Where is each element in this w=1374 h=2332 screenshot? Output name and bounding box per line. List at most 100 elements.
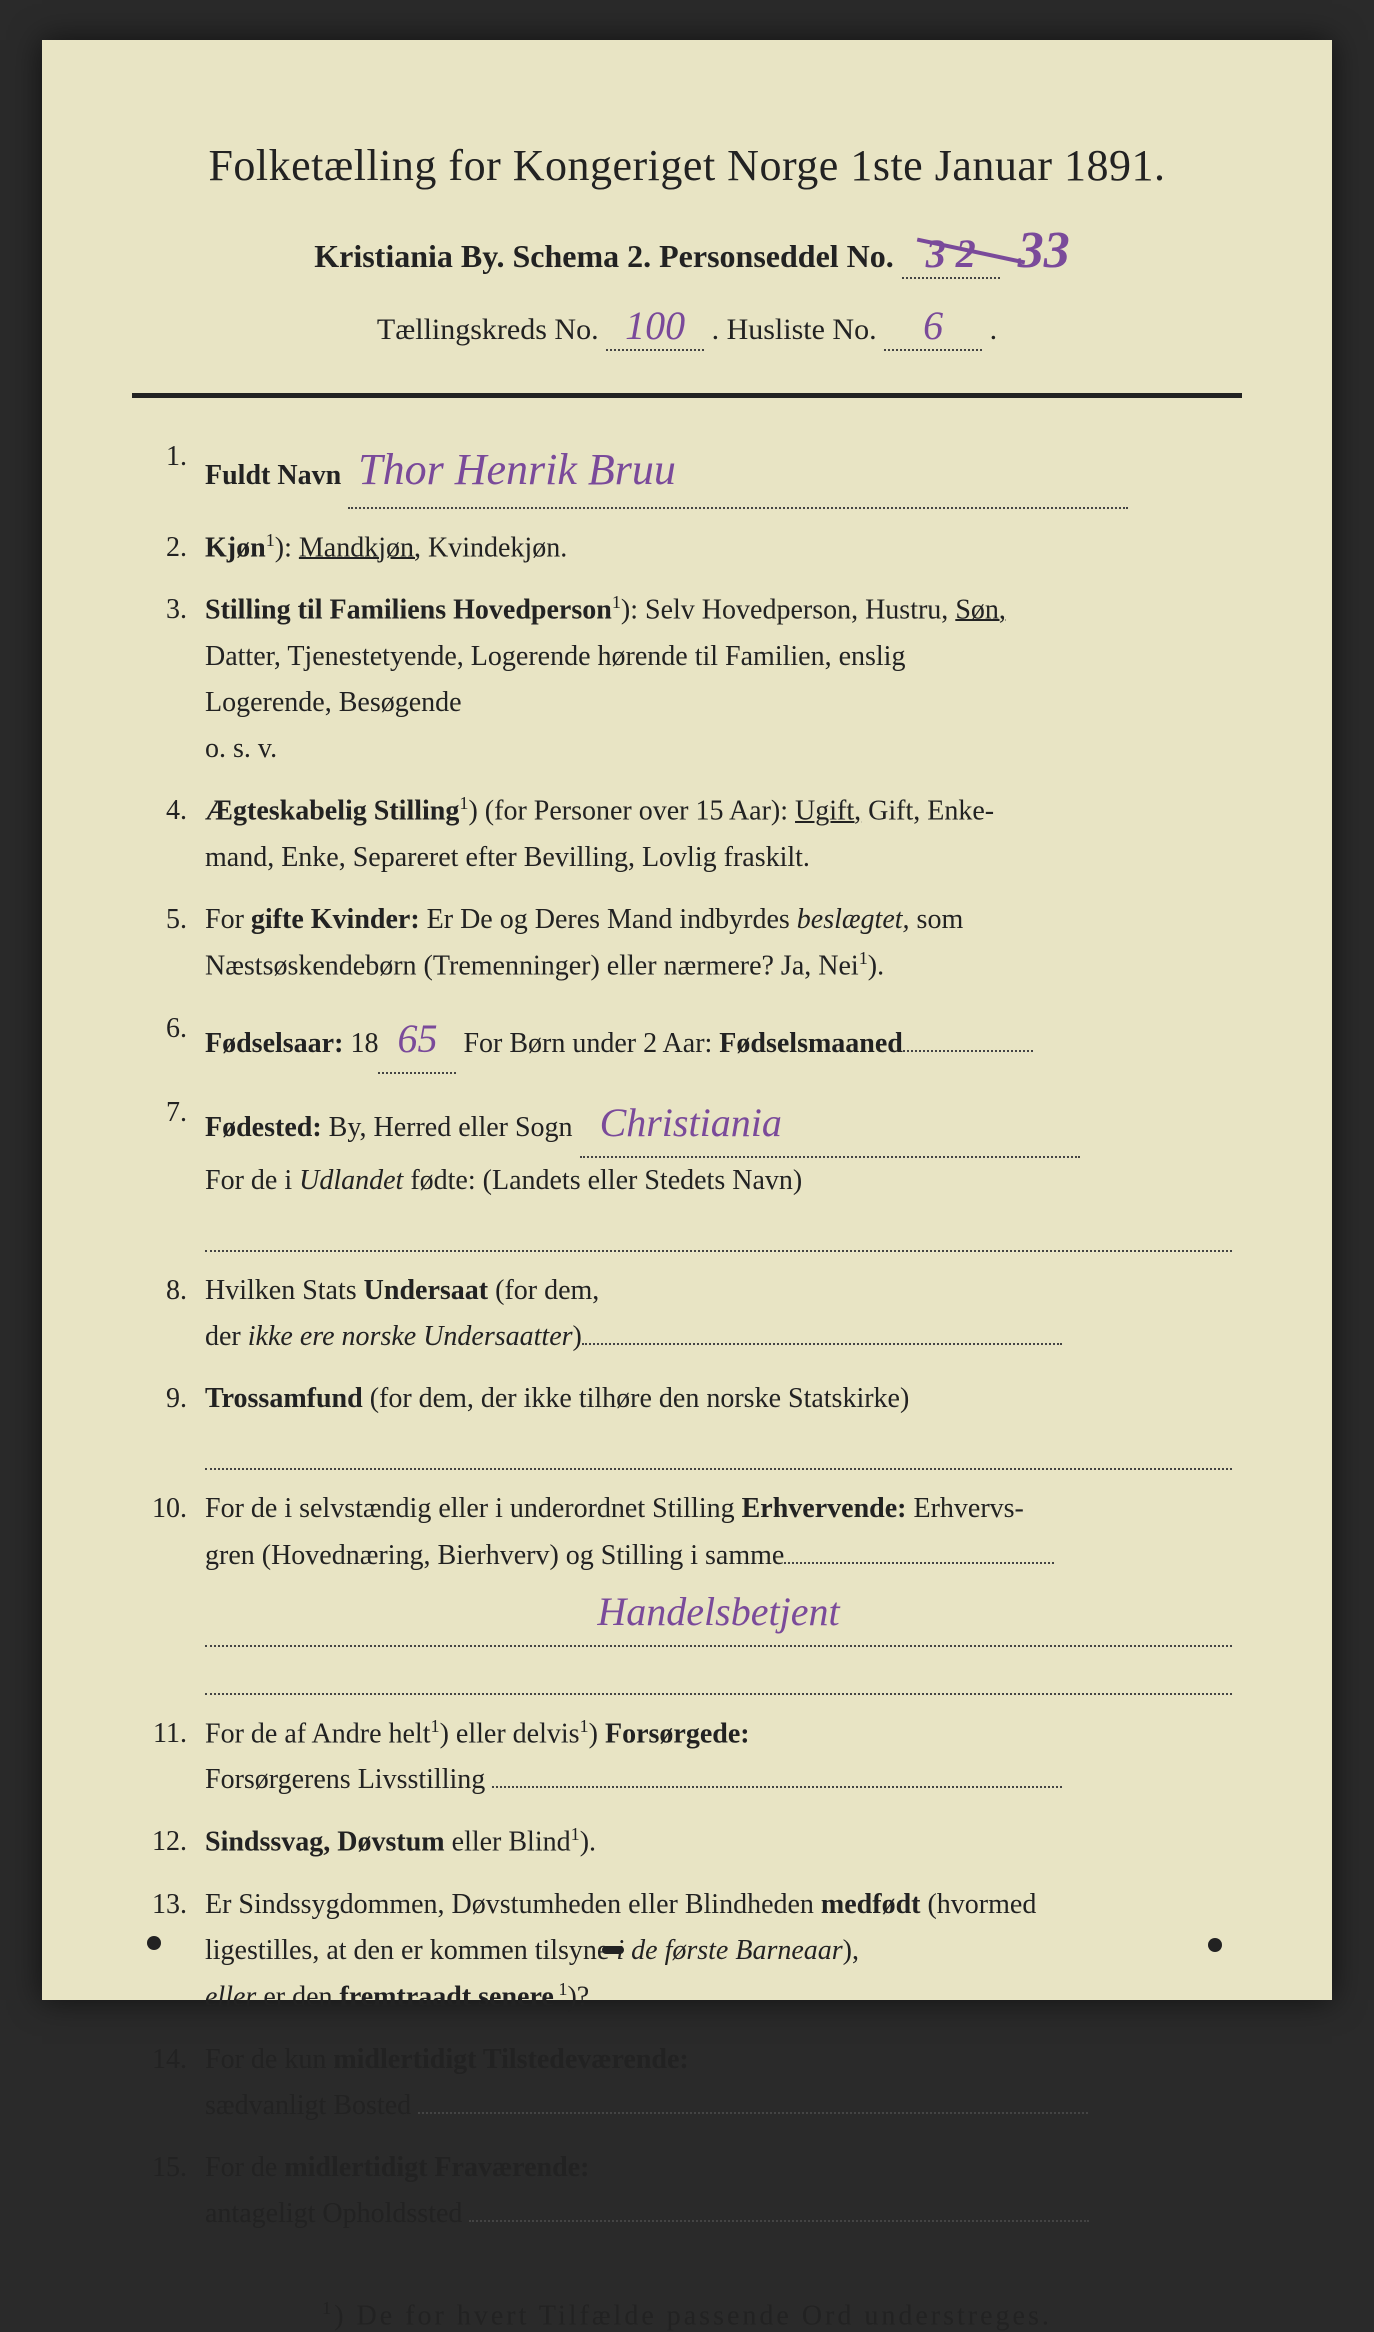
entry-10-line2wrap: gren (Hovednæring, Bierhverv) og Stillin… xyxy=(205,1533,1232,1579)
entry-7-blank xyxy=(205,1208,1232,1252)
entry-5-line2a: Næstsøskendebørn (Tremenninger) eller næ… xyxy=(205,950,859,981)
entry-8-body: Hvilken Stats Undersaat (for dem, der ik… xyxy=(205,1268,1232,1360)
entry-15-bold1: midlertidigt Fraværende: xyxy=(284,2152,589,2183)
entry-9: 9. Trossamfund (for dem, der ikke tilhør… xyxy=(127,1376,1232,1470)
entry-6-mid: For Børn under 2 Aar: xyxy=(456,1028,719,1059)
entry-4-label: Ægteskabelig Stilling xyxy=(205,796,459,827)
entry-5-line2b: ). xyxy=(868,950,884,981)
entry-3-underlined: Søn, xyxy=(955,594,1006,625)
entry-2-rest: ): xyxy=(275,532,299,563)
entry-8-num: 8. xyxy=(127,1268,205,1314)
entry-1: 1. Fuldt Navn Thor Henrik Bruu xyxy=(127,434,1232,509)
entry-10-body: For de i selvstændig eller i underordnet… xyxy=(205,1486,1232,1694)
entry-14-line2: sædvanligt Bosted xyxy=(205,2090,411,2121)
entry-13-italic1: i de første Barneaar xyxy=(616,1935,842,1966)
entry-7-value: Christiania xyxy=(580,1090,782,1156)
entry-14-text1: For de kun xyxy=(205,2044,333,2075)
entry-4: 4. Ægteskabelig Stilling1) (for Personer… xyxy=(127,788,1232,881)
entry-3-rest1: ): Selv Hovedperson, Hustru, xyxy=(621,594,955,625)
entry-8-text1: Hvilken Stats xyxy=(205,1275,364,1306)
entry-5-rest1: Er De og Deres Mand indbyrdes xyxy=(420,904,797,935)
husliste-no: 6 xyxy=(923,302,943,349)
entry-13: 13. Er Sindssygdommen, Døvstumheden elle… xyxy=(127,1882,1232,2021)
entry-9-body: Trossamfund (for dem, der ikke tilhøre d… xyxy=(205,1376,1232,1470)
entry-6-year: 65 xyxy=(397,1006,437,1072)
entry-14-num: 14. xyxy=(127,2037,205,2083)
entry-9-blank xyxy=(205,1426,1232,1470)
entry-7-num: 7. xyxy=(127,1090,205,1136)
footnote-text: ) De for hvert Tilfælde passende Ord und… xyxy=(334,2300,1052,2331)
tallingskreds-field: 100 xyxy=(606,302,704,351)
husliste-field: 6 xyxy=(884,302,982,351)
entry-10-field2: Handelsbetjent xyxy=(205,1579,1232,1647)
entry-8-field xyxy=(582,1343,1062,1345)
entry-7-italic1: Udlandet xyxy=(299,1165,403,1196)
entry-10-text2: Erhvervs- xyxy=(906,1493,1023,1524)
entry-14-body: For de kun midlertidigt Tilstedeværende:… xyxy=(205,2037,1232,2129)
entry-2-body: Kjøn1): Mandkjøn, Kvindekjøn. xyxy=(205,525,1232,572)
entry-15-num: 15. xyxy=(127,2145,205,2191)
entry-5-rest2: som xyxy=(910,904,964,935)
entries-container: 1. Fuldt Navn Thor Henrik Bruu 2. Kjøn1)… xyxy=(112,434,1262,2238)
entry-3-body: Stilling til Familiens Hovedperson1): Se… xyxy=(205,587,1232,772)
entry-12-text1: eller Blind xyxy=(445,1827,571,1858)
entry-14-line2wrap: sædvanligt Bosted xyxy=(205,2083,1232,2129)
census-form-page: Folketælling for Kongeriget Norge 1ste J… xyxy=(42,40,1332,2000)
header-line2: Kristiania By. Schema 2. Personseddel No… xyxy=(112,221,1262,280)
entry-7-line2b: fødte: (Landets eller Stedets Navn) xyxy=(403,1165,802,1196)
entry-8-line2: der ikke ere norske Undersaatter) xyxy=(205,1314,1232,1360)
entry-7-field: Christiania xyxy=(580,1090,1080,1158)
entry-13-line3b: er den xyxy=(256,1982,339,2013)
entry-14: 14. For de kun midlertidigt Tilstedevære… xyxy=(127,2037,1232,2129)
ink-spot-icon xyxy=(147,1936,161,1950)
entry-2-opt1: Mandkjøn, xyxy=(299,532,421,563)
entry-12-bold1: Sindssvag, Døvstum xyxy=(205,1827,445,1858)
entry-10-num: 10. xyxy=(127,1486,205,1532)
entry-8-bold1: Undersaat xyxy=(364,1275,488,1306)
entry-9-text1: (for dem, der ikke tilhøre den norske St… xyxy=(363,1383,910,1414)
entry-2: 2. Kjøn1): Mandkjøn, Kvindekjøn. xyxy=(127,525,1232,572)
entry-5: 5. For gifte Kvinder: Er De og Deres Man… xyxy=(127,897,1232,990)
entry-15-line2: antageligt Opholdssted xyxy=(205,2198,462,2229)
entry-11-line2wrap: Forsørgerens Livsstilling xyxy=(205,1757,1232,1803)
entry-8: 8. Hvilken Stats Undersaat (for dem, der… xyxy=(127,1268,1232,1360)
entry-10-blank xyxy=(205,1651,1232,1695)
entry-5-body: For gifte Kvinder: Er De og Deres Mand i… xyxy=(205,897,1232,990)
entry-15-line2wrap: antageligt Opholdssted xyxy=(205,2191,1232,2237)
entry-11-text2: ) eller delvis xyxy=(440,1718,580,1749)
entry-11-field xyxy=(492,1786,1062,1788)
entry-14-bold1: midlertidigt Tilstedeværende: xyxy=(333,2044,688,2075)
entry-4-num: 4. xyxy=(127,788,205,834)
entry-13-italic2: eller xyxy=(205,1982,256,2013)
entry-12-body: Sindssvag, Døvstum eller Blind1). xyxy=(205,1819,1232,1866)
entry-10-field1 xyxy=(784,1562,1054,1564)
entry-3-line3: Logerende, Besøgende xyxy=(205,680,1232,726)
entry-9-bold1: Trossamfund xyxy=(205,1383,363,1414)
entry-8-text2: (for dem, xyxy=(488,1275,599,1306)
entry-11-text3: ) xyxy=(589,1718,605,1749)
entry-4-rest2: Gift, Enke- xyxy=(861,796,994,827)
entry-15-body: For de midlertidigt Fraværende: antageli… xyxy=(205,2145,1232,2237)
footnote-sup: 1 xyxy=(322,2298,334,2318)
entry-11-bold1: Forsørgede: xyxy=(605,1718,750,1749)
entry-6-year-field: 65 xyxy=(378,1006,456,1074)
entry-1-value: Thor Henrik Bruu xyxy=(348,434,676,507)
entry-4-rest1: ) (for Personer over 15 Aar): xyxy=(468,796,795,827)
entry-9-num: 9. xyxy=(127,1376,205,1422)
entry-7-body: Fødested: By, Herred eller Sogn Christia… xyxy=(205,1090,1232,1252)
entry-5-num: 5. xyxy=(127,897,205,943)
entry-7-line2a: For de i xyxy=(205,1165,299,1196)
entry-11-num: 11. xyxy=(127,1711,205,1757)
entry-6-prefix: 18 xyxy=(343,1028,378,1059)
ink-smudge-icon xyxy=(602,1946,624,1954)
entry-4-underlined: Ugift, xyxy=(795,796,861,827)
entry-5-line2: Næstsøskendebørn (Tremenninger) eller næ… xyxy=(205,943,1232,990)
entry-13-num: 13. xyxy=(127,1882,205,1928)
entry-11: 11. For de af Andre helt1) eller delvis1… xyxy=(127,1711,1232,1804)
entry-1-num: 1. xyxy=(127,434,205,480)
entry-1-label: Fuldt Navn xyxy=(205,460,341,491)
entry-5-sup2: 1 xyxy=(859,948,868,968)
entry-13-line2: ligestilles, at den er kommen tilsyne i … xyxy=(205,1928,1232,1974)
entry-14-field xyxy=(418,2112,1088,2114)
ink-spot-icon xyxy=(1208,1938,1222,1952)
